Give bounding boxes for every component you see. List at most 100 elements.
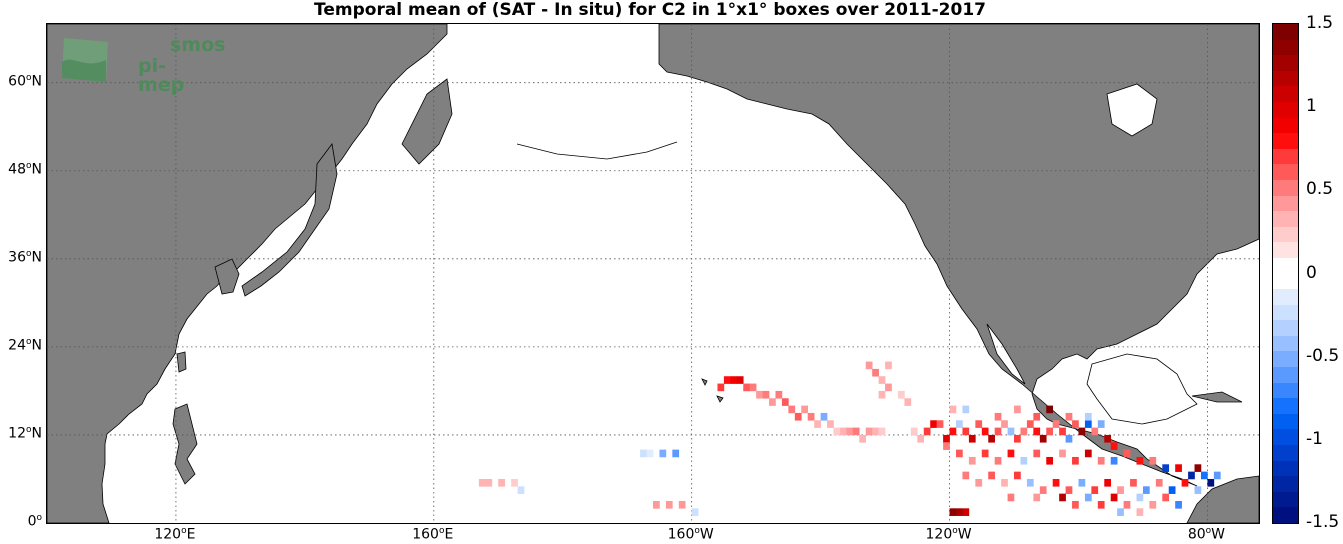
data-cell [956, 420, 963, 428]
data-cell [1046, 456, 1054, 465]
data-cell [949, 405, 957, 414]
data-cell [1084, 449, 1092, 458]
data-cell [975, 478, 983, 487]
data-cell [859, 434, 867, 443]
data-cell [936, 420, 944, 428]
data-cell [1059, 427, 1066, 436]
data-cell [1059, 493, 1066, 502]
colorbar-segment [1273, 148, 1298, 165]
latitude-label: 0o [27, 513, 42, 530]
gulf-of-mexico [1086, 353, 1198, 425]
latitude-label: 24oN [8, 336, 42, 354]
data-cell [749, 383, 757, 392]
data-cell [962, 427, 970, 436]
data-cell [878, 376, 886, 384]
data-cell [839, 427, 847, 436]
data-cell [1104, 478, 1112, 487]
colorbar-segment [1273, 429, 1298, 446]
data-cell [1097, 456, 1105, 465]
colorbar-segment [1273, 86, 1298, 102]
data-cells [478, 361, 1221, 516]
data-cell [975, 420, 983, 428]
data-cell [1194, 464, 1202, 472]
data-cell [1007, 493, 1015, 502]
data-cell [1117, 486, 1124, 494]
smos-pi-mep-logo: smos pi-mep [58, 32, 225, 95]
logo-icon [62, 38, 108, 82]
data-cell [1110, 493, 1118, 502]
colorbar-tick-label: 1.5 [1306, 13, 1334, 33]
data-cell [1194, 486, 1202, 494]
data-cell [1136, 456, 1144, 465]
landmass-taiwan [176, 351, 187, 373]
data-cell [1213, 471, 1221, 480]
colorbar-segment [1273, 70, 1298, 87]
data-cell [756, 390, 763, 399]
data-cell [981, 449, 989, 458]
colorbar-segment [1273, 460, 1298, 477]
data-cell [1007, 449, 1015, 458]
data-cell [956, 508, 963, 516]
data-cell [794, 412, 802, 421]
data-cell [994, 412, 1002, 421]
colorbar-tick-label: -0.5 [1306, 345, 1340, 366]
data-cell [968, 456, 976, 465]
data-cell [788, 405, 796, 414]
data-cell [820, 412, 828, 421]
longitude-label: 160oE [412, 526, 454, 543]
landmass-korea [214, 258, 240, 295]
data-cell [1026, 420, 1034, 428]
colorbar-segment [1273, 335, 1298, 352]
data-cell [962, 405, 970, 414]
data-cell [478, 478, 486, 487]
data-cell [723, 376, 731, 384]
data-cell [981, 427, 989, 436]
data-cell [762, 390, 770, 399]
landmass-asia [47, 24, 448, 523]
data-cell [1188, 471, 1195, 480]
data-cell [717, 383, 725, 392]
data-cell [943, 434, 950, 443]
latitude-label: 60oN [8, 72, 42, 90]
data-cell [1181, 478, 1189, 487]
data-cell [665, 500, 673, 509]
data-cell [1026, 478, 1034, 487]
colorbar-segment [1273, 507, 1298, 523]
data-cell [872, 427, 879, 436]
data-cell [1136, 508, 1144, 516]
colorbar-segment [1273, 24, 1298, 40]
data-cell [659, 449, 667, 458]
colorbar-segment [1273, 445, 1298, 461]
data-cell [807, 412, 815, 421]
colorbar-segment [1273, 476, 1298, 492]
aleutians [516, 141, 678, 160]
data-cell [1072, 500, 1079, 509]
data-cell [1142, 486, 1150, 494]
longitude-label: 120oW [925, 526, 972, 543]
data-cell [923, 427, 931, 436]
data-cell [1084, 493, 1092, 502]
data-cell [897, 390, 905, 399]
data-cell [1014, 471, 1021, 480]
data-cell [833, 427, 841, 436]
baja-peninsula [986, 323, 1026, 385]
data-cell [1175, 500, 1182, 509]
data-cell [1084, 412, 1092, 421]
data-cell [949, 508, 957, 516]
landmass-cuba [1191, 391, 1243, 403]
data-cell [910, 427, 918, 436]
data-cell [730, 376, 738, 384]
data-cell [1052, 420, 1060, 428]
page-title: Temporal mean of (SAT - In situ) for C2 … [314, 0, 986, 20]
data-cell [814, 420, 821, 428]
hudson-bay [1106, 83, 1158, 137]
data-cell [1097, 500, 1105, 509]
data-cell [646, 449, 654, 458]
logo-line2: pi-mep [138, 55, 185, 96]
data-cell [968, 434, 976, 443]
data-cell [640, 449, 647, 458]
longitude-label: 120oE [154, 526, 196, 543]
data-cell [653, 500, 660, 509]
data-cell [1046, 405, 1054, 414]
colorbar [1272, 23, 1299, 524]
